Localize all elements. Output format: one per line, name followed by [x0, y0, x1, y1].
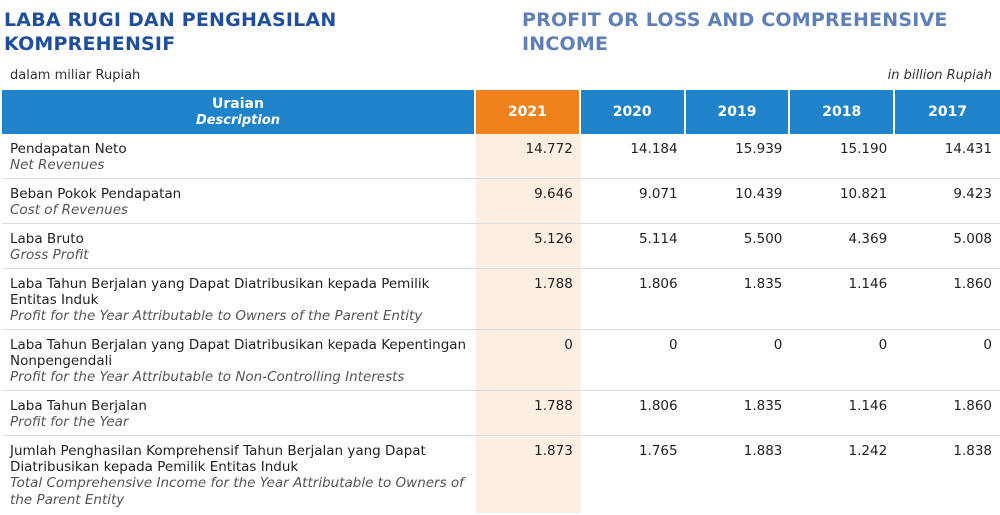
header-description: Uraian Description — [2, 90, 476, 134]
row-label-indonesian: Laba Tahun Berjalan — [10, 398, 147, 414]
value-cell-2021: 1.788 — [476, 269, 581, 330]
header-year-2021: 2021 — [476, 90, 581, 134]
table-row: Beban Pokok Pendapatan Cost of Revenues 9.… — [2, 179, 1000, 224]
value-cell-2017: 1.838 — [953, 443, 992, 459]
table-row: Laba Tahun Berjalan yang Dapat Diatribus… — [2, 330, 1000, 391]
value-cell-2018: 1.242 — [848, 443, 888, 459]
value-cell-2019: 10.439 — [685, 179, 791, 224]
value-cell-2018: 4.369 — [790, 224, 896, 269]
value-cell-2020: 0 — [580, 330, 686, 391]
row-label-indonesian: Laba Tahun Berjalan yang Dapat Diatribus… — [10, 337, 467, 369]
value-cell-2019: 15.939 — [685, 134, 791, 179]
row-label-english: Gross Profit — [10, 247, 89, 263]
value-cell-2020: 5.114 — [580, 224, 686, 269]
header-description-id: Uraian — [212, 95, 264, 112]
header-year-2018: 2018 — [790, 90, 896, 134]
header-year-2019: 2019 — [685, 90, 791, 134]
value-cell-2018: 1.146 — [790, 391, 896, 436]
page-title-indonesian: LABA RUGI DAN PENGHASILAN KOMPREHENSIF — [4, 9, 337, 55]
row-description: Jumlah Penghasilan Komprehensif Tahun Be… — [2, 436, 476, 513]
page-title-english: PROFIT OR LOSS AND COMPREHENSIVE INCOME — [522, 9, 948, 55]
value-cell-2021: 1.873 — [476, 436, 581, 513]
value-cell-2017: 9.423 — [895, 179, 1000, 224]
row-label-english: Profit for the Year Attributable to Non-… — [10, 369, 405, 385]
value-cell-2021: 1.788 — [476, 391, 581, 436]
value-cell-2019: 1.883 — [743, 443, 783, 459]
header-year-2020: 2020 — [580, 90, 686, 134]
value-cell-2017: 0 — [895, 330, 1000, 391]
value-cell-2018: 10.821 — [790, 179, 896, 224]
row-description: Laba Tahun Berjalan yang Dapat Diatribus… — [2, 269, 476, 330]
row-label-indonesian: Jumlah Penghasilan Komprehensif Tahun Be… — [10, 443, 426, 475]
value-cell-2020: 1.806 — [580, 269, 686, 330]
table-row: Laba Bruto Gross Profit 5.126 5.114 5.500 4.3… — [2, 224, 1000, 269]
table-row: Pendapatan Neto Net Revenues 14.772 14.184 1… — [2, 134, 1000, 179]
value-cell-2017: 1.860 — [895, 269, 1000, 330]
value-cell-2018: 0 — [790, 330, 896, 391]
row-description: Laba Tahun Berjalan yang Dapat Diatribus… — [2, 330, 476, 391]
row-label-english: Profit for the Year Attributable to Owne… — [10, 308, 423, 324]
value-cell-2020: 9.071 — [580, 179, 686, 224]
header-description-en: Description — [195, 112, 281, 128]
value-cell-2021: 9.646 — [476, 179, 581, 224]
row-label-english: Total Comprehensive Income for the Year … — [10, 475, 464, 508]
row-label-english: Cost of Revenues — [10, 202, 129, 218]
value-cell-2017: 14.431 — [895, 134, 1000, 179]
table-row: Laba Tahun Berjalan Profit for the Year 1.… — [2, 391, 1000, 436]
value-cell-2020: 14.184 — [580, 134, 686, 179]
row-label-indonesian: Beban Pokok Pendapatan — [10, 186, 182, 202]
row-label-indonesian: Laba Tahun Berjalan yang Dapat Diatribus… — [10, 276, 430, 308]
value-cell-2021: 5.126 — [476, 224, 581, 269]
value-cell-2018: 1.146 — [790, 269, 896, 330]
row-description: Laba Bruto Gross Profit — [2, 224, 476, 269]
value-cell-2020: 1.806 — [580, 391, 686, 436]
value-cell-2019: 1.835 — [685, 391, 791, 436]
row-label-english: Profit for the Year — [10, 414, 129, 430]
financial-table: Uraian Description 2021 2020 2019 2018 2… — [2, 90, 1000, 513]
value-cell-2021: 14.772 — [476, 134, 581, 179]
row-label-indonesian: Pendapatan Neto — [10, 141, 127, 157]
value-cell-2017: 5.008 — [895, 224, 1000, 269]
row-label-indonesian: Laba Bruto — [10, 231, 84, 247]
row-description: Laba Tahun Berjalan Profit for the Year — [2, 391, 476, 436]
value-cell-2019: 5.500 — [685, 224, 791, 269]
value-cell-2019: 1.835 — [685, 269, 791, 330]
unit-note-english: in billion Rupiah — [887, 68, 992, 83]
row-label-english: Net Revenues — [10, 157, 105, 173]
row-description: Pendapatan Neto Net Revenues — [2, 134, 476, 179]
value-cell-2021: 0 — [476, 330, 581, 391]
value-cell-2018: 15.190 — [790, 134, 896, 179]
row-description: Beban Pokok Pendapatan Cost of Revenues — [2, 179, 476, 224]
value-cell-2019: 0 — [685, 330, 791, 391]
table-row: Laba Tahun Berjalan yang Dapat Diatribus… — [2, 269, 1000, 330]
table-row: Jumlah Penghasilan Komprehensif Tahun Be… — [2, 436, 1000, 513]
table-header-row: Uraian Description 2021 2020 2019 2018 2… — [2, 90, 1000, 134]
value-cell-2020: 1.765 — [638, 443, 678, 459]
value-cell-2017: 1.860 — [895, 391, 1000, 436]
header-year-2017: 2017 — [895, 90, 1000, 134]
unit-note-indonesian: dalam miliar Rupiah — [10, 68, 141, 83]
